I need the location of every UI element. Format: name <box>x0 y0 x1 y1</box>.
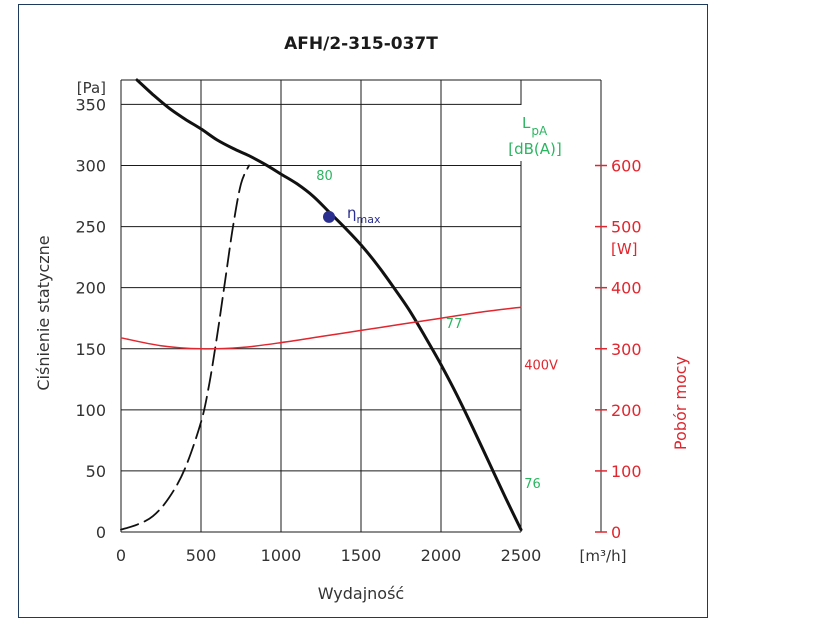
x-axis-label: Wydajność <box>318 584 404 603</box>
noise-label-sub: pA <box>531 124 548 138</box>
y-tick-label: 0 <box>96 523 106 542</box>
y-tick-label: 350 <box>75 95 106 114</box>
annotation-label: 76 <box>524 477 541 492</box>
right-axis-tick-label: 400 <box>611 279 642 298</box>
x-axis-ticks: 0 500 1000 1500 2000 2500 <box>116 546 541 565</box>
y-tick-label: 100 <box>75 401 106 420</box>
right-axis-label: Pobór mocy <box>671 356 690 450</box>
power-curve <box>120 306 522 350</box>
x-tick-label: 1000 <box>261 546 302 565</box>
y-tick-label: 250 <box>75 218 106 237</box>
eta-symbol: η <box>347 204 357 222</box>
annotation-label: 80 <box>316 169 333 184</box>
right-axis-tick-label: 200 <box>611 401 642 420</box>
x-tick-label: 0 <box>116 546 126 565</box>
eta-max-label: ηmax <box>347 204 381 226</box>
y-axis-label: Ciśnienie statyczne <box>34 235 53 390</box>
fan-curve <box>135 78 523 532</box>
y-tick-label: 50 <box>86 462 106 481</box>
right-axis-tick-label: 500 <box>611 218 642 237</box>
chart-annotations: 80 77 76 400V <box>316 169 558 492</box>
right-axis-tick-label: 100 <box>611 462 642 481</box>
noise-unit: [dB(A)] <box>508 140 561 158</box>
system-curve-dashed <box>120 164 250 531</box>
eta-max-point <box>323 210 335 223</box>
x-tick-label: 500 <box>186 546 217 565</box>
right-axis-unit: [W] <box>611 240 638 258</box>
y-tick-label: 200 <box>75 279 106 298</box>
right-axis-tick-label: 0 <box>611 523 621 542</box>
right-axis-ticks: 0 100 200 300 400 500 600 <box>595 157 642 542</box>
noise-label: LpA <box>522 114 548 138</box>
annotation-label: 400V <box>524 359 558 374</box>
right-axis-tick-label: 600 <box>611 157 642 176</box>
x-tick-label: 1500 <box>341 546 382 565</box>
y-tick-label: 300 <box>75 157 106 176</box>
y-axis-unit: [Pa] <box>77 79 106 97</box>
chart-title: AFH/2-315-037T <box>284 34 438 54</box>
x-tick-label: 2000 <box>421 546 462 565</box>
right-axis-tick-label: 300 <box>611 340 642 359</box>
y-axis-ticks: 0 50 100 150 200 250 300 350 <box>75 95 106 542</box>
chart: AFH/2-315-037T [Pa] 0 50 100 150 200 250 300 35… <box>34 34 690 603</box>
eta-subscript: max <box>357 213 381 226</box>
noise-label-main: L <box>522 114 531 132</box>
x-tick-label: 2500 <box>501 546 542 565</box>
noise-legend: LpA [dB(A)] <box>499 105 589 161</box>
x-axis-unit: [m³/h] <box>580 547 627 565</box>
y-tick-label: 150 <box>75 340 106 359</box>
annotation-label: 77 <box>446 317 463 332</box>
series-lines <box>120 78 523 532</box>
chart-frame: AFH/2-315-037T [Pa] 0 50 100 150 200 250 300 35… <box>18 4 708 618</box>
